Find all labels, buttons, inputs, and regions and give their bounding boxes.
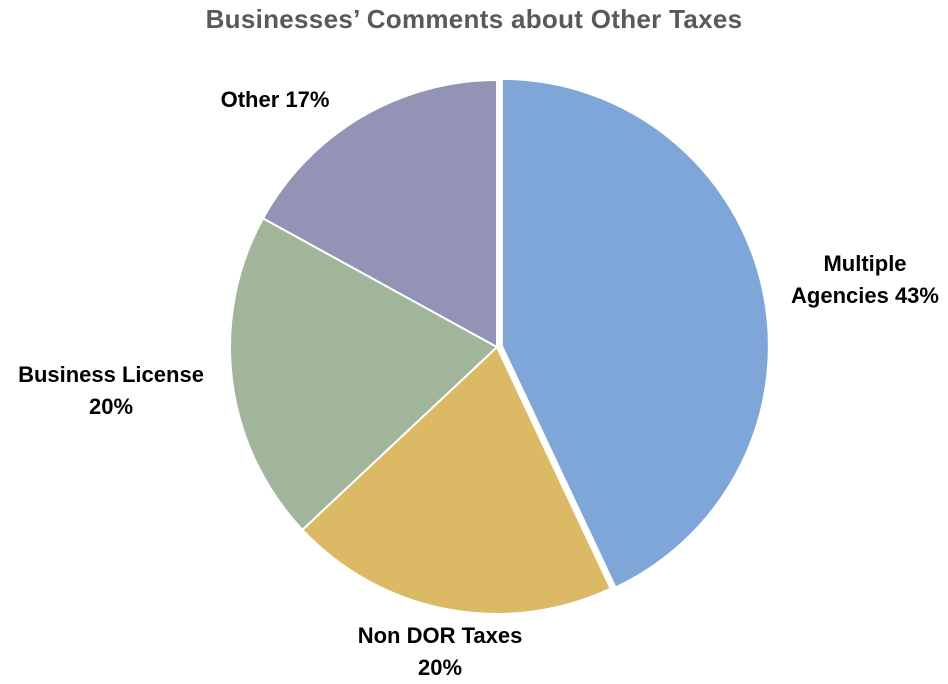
data-label-non-dor-taxes: Non DOR Taxes 20% [320, 620, 560, 684]
data-label-line: 20% [88, 394, 134, 419]
data-label-line: Multiple [823, 251, 907, 276]
pie-slice-other [261, 78, 498, 349]
pie-slice-business-license [229, 217, 499, 532]
data-label-multiple-agencies: Multiple Agencies 43% [780, 248, 948, 312]
data-label-business-license: Business License 20% [0, 359, 222, 423]
data-label-line: 20% [417, 655, 463, 680]
data-label-line: Business License [18, 362, 204, 387]
pie-slice-multiple-agencies [500, 77, 770, 589]
data-label-line: Other 17% [220, 87, 330, 112]
data-label-line: Non DOR Taxes [357, 623, 523, 648]
pie-slices [229, 77, 770, 615]
data-label-line: Agencies 43% [791, 283, 939, 308]
pie-slice-non-dor-taxes [300, 345, 613, 615]
chart-title: Businesses’ Comments about Other Taxes [205, 4, 743, 34]
data-label-other: Other 17% [190, 84, 360, 116]
